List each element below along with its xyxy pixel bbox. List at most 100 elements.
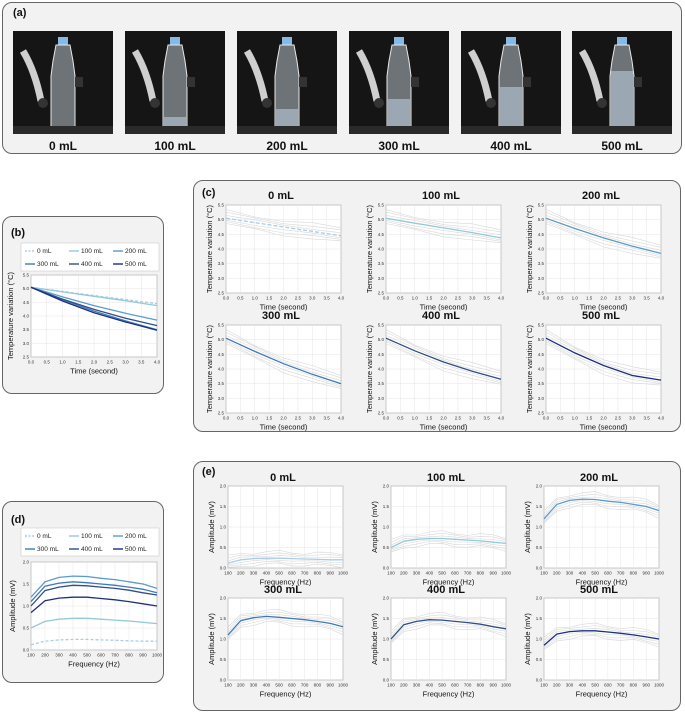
y-tick-label: 4.5	[23, 300, 30, 305]
x-tick-label: 2.5	[455, 416, 462, 421]
x-tick-label: 100	[224, 683, 232, 688]
y-tick-label: 3.5	[538, 261, 545, 266]
trial-line	[390, 532, 507, 543]
trial-line	[390, 539, 507, 550]
legend-box	[20, 527, 160, 557]
x-tick-label: 600	[451, 571, 459, 576]
panel-c-label: (c)	[202, 187, 216, 199]
trial-line	[385, 219, 502, 241]
y-axis-label: Temperature variation (°C)	[525, 324, 534, 413]
x-tick-label: 3.0	[469, 296, 476, 301]
y-tick-label: 4.0	[378, 247, 385, 252]
y-axis-label: Temperature variation (°C)	[6, 271, 15, 360]
y-tick-label: 0.0	[220, 678, 227, 683]
trial-line	[543, 635, 660, 650]
x-tick-label: 100	[540, 683, 548, 688]
x-tick-label: 1.0	[252, 296, 259, 301]
trial-line	[545, 331, 662, 375]
subplot-title: 500 mL	[582, 310, 620, 322]
y-tick-label: 5.5	[378, 323, 385, 328]
y-tick-label: 4.5	[378, 232, 385, 237]
x-tick-label: 1.0	[412, 416, 419, 421]
photo-400ml	[461, 31, 561, 134]
x-tick-label: 900	[326, 571, 334, 576]
y-tick-label: 1.0	[536, 637, 543, 642]
mean-line	[543, 498, 660, 520]
y-tick-label: 3.5	[538, 381, 545, 386]
trial-line	[225, 343, 342, 389]
legend-label: 200 mL	[125, 248, 147, 255]
trial-line	[543, 496, 660, 517]
trial-line	[543, 491, 660, 512]
x-tick-label: 0.5	[237, 416, 244, 421]
mean-line	[543, 630, 660, 646]
trial-line	[385, 211, 502, 233]
x-tick-label: 400	[579, 571, 587, 576]
y-tick-label: 2.5	[378, 411, 385, 416]
subplot-title: 400 mL	[422, 310, 460, 322]
trial-line	[390, 624, 507, 644]
subplot-title: 500 mL	[580, 584, 618, 596]
legend-label: 300 mL	[37, 261, 59, 268]
y-axis-label: Temperature variation (°C)	[365, 324, 374, 413]
x-tick-label: 500	[438, 571, 446, 576]
y-tick-label: 1.0	[220, 525, 227, 530]
y-tick-label: 5.0	[378, 337, 385, 342]
x-tick-label: 1.5	[586, 416, 593, 421]
x-tick-label: 1000	[152, 653, 163, 658]
x-tick-label: 3.0	[309, 416, 316, 421]
trial-line	[390, 542, 507, 553]
x-tick-label: 600	[288, 571, 296, 576]
y-tick-label: 0.0	[23, 648, 30, 653]
x-tick-label: 2.5	[107, 360, 114, 365]
y-tick-label: 0.0	[383, 566, 390, 571]
y-tick-label: 5.5	[218, 203, 225, 208]
trial-line	[227, 549, 344, 556]
series-line	[30, 286, 158, 307]
x-tick-label: 2.0	[280, 416, 287, 421]
x-axis-label: Time (second)	[260, 423, 308, 432]
x-tick-label: 600	[604, 683, 612, 688]
x-tick-label: 700	[301, 683, 309, 688]
series-line	[30, 286, 158, 327]
x-tick-label: 1000	[338, 683, 349, 688]
x-tick-label: 4.0	[338, 416, 345, 421]
panel-c: (c) 0 mL 0.0 0.5 1.0 1.5 2.0 2.5 3.0 3.5 4.0 2.5 3.…	[193, 180, 681, 432]
x-tick-label: 1000	[654, 683, 665, 688]
x-tick-label: 700	[464, 683, 472, 688]
trial-line	[385, 223, 502, 244]
y-tick-label: 2.5	[538, 291, 545, 296]
y-tick-label: 1.0	[536, 525, 543, 530]
y-tick-label: 2.5	[218, 411, 225, 416]
trial-line	[385, 221, 502, 242]
x-tick-label: 700	[301, 571, 309, 576]
trial-line	[545, 209, 662, 246]
trial-line	[385, 339, 502, 382]
x-tick-label: 3.0	[469, 416, 476, 421]
y-tick-label: 2.0	[536, 596, 543, 601]
y-tick-label: 4.0	[378, 367, 385, 372]
y-tick-label: 1.5	[536, 504, 543, 509]
y-tick-label: 0.5	[23, 626, 30, 631]
trial-line	[390, 611, 507, 632]
y-tick-label: 4.5	[538, 352, 545, 357]
y-axis-label: Amplitude (mV)	[370, 613, 379, 665]
subplot-title: 300 mL	[264, 584, 302, 596]
y-tick-label: 4.0	[538, 247, 545, 252]
x-tick-label: 1.0	[252, 416, 259, 421]
y-tick-label: 2.0	[23, 560, 30, 565]
y-tick-label: 0.5	[220, 545, 227, 550]
x-tick-label: 900	[642, 571, 650, 576]
x-tick-label: 500	[591, 571, 599, 576]
trial-line	[390, 541, 507, 551]
y-tick-label: 5.5	[538, 323, 545, 328]
bottle-image	[461, 31, 561, 134]
y-tick-label: 2.0	[536, 484, 543, 489]
y-tick-label: 3.0	[538, 396, 545, 401]
y-tick-label: 5.5	[378, 203, 385, 208]
trial-line	[545, 211, 662, 248]
y-tick-label: 4.0	[538, 367, 545, 372]
y-tick-label: 1.5	[220, 504, 227, 509]
y-tick-label: 3.5	[218, 261, 225, 266]
x-tick-label: 1.5	[266, 296, 273, 301]
